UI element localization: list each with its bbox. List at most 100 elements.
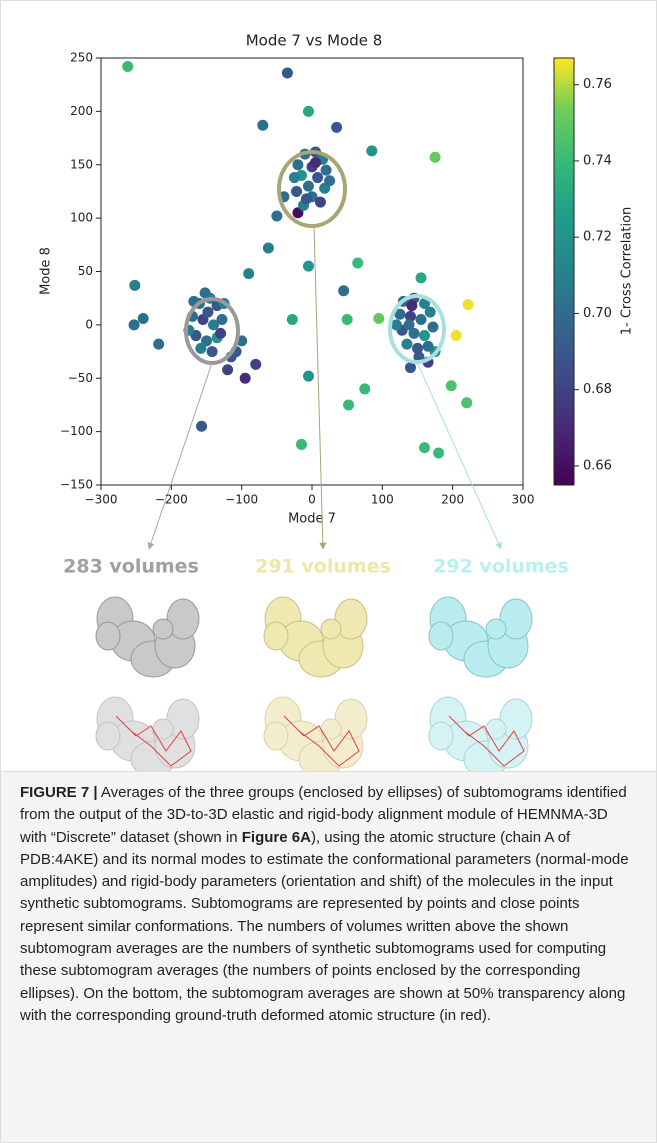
point xyxy=(303,181,314,192)
point xyxy=(296,439,307,450)
point xyxy=(315,197,326,208)
volume-overlay xyxy=(96,697,199,771)
point xyxy=(215,328,226,339)
page: {"chart_data": {"type": "scatter", "titl… xyxy=(0,0,657,1141)
colorbar-tick-label: 0.72 xyxy=(583,230,612,245)
y-tick-label: 0 xyxy=(85,317,93,331)
point xyxy=(463,299,474,310)
point xyxy=(425,307,436,318)
y-tick-label: −150 xyxy=(60,478,93,492)
point xyxy=(451,330,462,341)
x-tick-label: 200 xyxy=(441,493,464,507)
point xyxy=(359,383,370,394)
volume-overlay xyxy=(429,697,532,771)
caption-label: FIGURE 7 | xyxy=(20,784,98,801)
chart-title: Mode 7 vs Mode 8 xyxy=(246,32,383,50)
y-tick-label: −50 xyxy=(68,371,93,385)
point xyxy=(122,61,133,72)
x-tick-label: 100 xyxy=(371,493,394,507)
y-tick-label: −100 xyxy=(60,424,93,438)
point xyxy=(303,371,314,382)
x-tick-label: −100 xyxy=(225,493,258,507)
point xyxy=(321,165,332,176)
volume-overlay xyxy=(264,697,367,771)
point xyxy=(287,314,298,325)
point xyxy=(352,257,363,268)
point xyxy=(129,280,140,291)
point xyxy=(373,313,384,324)
point xyxy=(423,341,434,352)
point xyxy=(416,314,427,325)
volume-label: 283 volumes xyxy=(63,556,199,578)
point xyxy=(153,339,164,350)
arrow xyxy=(417,362,501,549)
colorbar xyxy=(554,58,574,485)
caption-ref: Figure 6A xyxy=(242,829,311,846)
x-tick-label: −200 xyxy=(155,493,188,507)
y-tick-label: 100 xyxy=(70,211,93,225)
point xyxy=(312,172,323,183)
colorbar-label: 1- Cross Correlation xyxy=(620,207,635,336)
point xyxy=(250,359,261,370)
y-tick-label: 200 xyxy=(70,104,93,118)
colorbar-tick-label: 0.70 xyxy=(583,306,612,321)
y-tick-label: 150 xyxy=(70,157,93,171)
point xyxy=(324,175,335,186)
point xyxy=(129,319,140,330)
point xyxy=(430,152,441,163)
point xyxy=(195,343,206,354)
point xyxy=(202,307,213,318)
arrow xyxy=(149,363,212,549)
point xyxy=(207,346,218,357)
point xyxy=(401,339,412,350)
point xyxy=(303,106,314,117)
colorbar-tick-label: 0.66 xyxy=(583,458,612,473)
colorbar-tick-label: 0.76 xyxy=(583,77,612,92)
colorbar-tick-label: 0.68 xyxy=(583,382,612,397)
figure-caption: FIGURE 7 | Averages of the three groups … xyxy=(0,771,657,1143)
point xyxy=(433,447,444,458)
point xyxy=(263,243,274,254)
colorbar-tick-label: 0.74 xyxy=(583,153,612,168)
point xyxy=(200,287,211,298)
point xyxy=(271,210,282,221)
point xyxy=(222,364,233,375)
volume-render xyxy=(264,597,367,677)
chart: Mode 7 vs Mode 8 Mode 7 Mode 8 1- Cross … xyxy=(1,1,656,771)
point xyxy=(291,186,302,197)
y-axis-label: Mode 8 xyxy=(39,247,54,295)
point xyxy=(366,145,377,156)
point xyxy=(416,272,427,283)
plot-frame xyxy=(101,58,523,485)
x-tick-label: 300 xyxy=(512,493,535,507)
point xyxy=(301,193,312,204)
figure-frame: Mode 7 vs Mode 8 Mode 7 Mode 8 1- Cross … xyxy=(0,0,657,772)
point xyxy=(419,330,430,341)
point xyxy=(343,399,354,410)
volume-render xyxy=(429,597,532,677)
x-tick-label: −300 xyxy=(85,493,118,507)
point xyxy=(419,442,430,453)
point xyxy=(196,421,207,432)
point xyxy=(406,300,417,311)
x-axis-label: Mode 7 xyxy=(288,512,336,527)
point xyxy=(310,157,321,168)
point xyxy=(427,322,438,333)
caption-text: ), using the atomic structure (chain A o… xyxy=(20,829,629,1024)
point xyxy=(138,313,149,324)
y-tick-label: 250 xyxy=(70,51,93,65)
point xyxy=(338,285,349,296)
volume-label: 291 volumes xyxy=(255,556,391,578)
point xyxy=(282,67,293,78)
point xyxy=(289,172,300,183)
point xyxy=(240,373,251,384)
point xyxy=(243,268,254,279)
point xyxy=(461,397,472,408)
point xyxy=(404,319,415,330)
point xyxy=(342,314,353,325)
volume-render xyxy=(96,597,199,677)
point xyxy=(331,122,342,133)
x-tick-label: 0 xyxy=(308,493,316,507)
volume-label: 292 volumes xyxy=(433,556,569,578)
point xyxy=(216,314,227,325)
